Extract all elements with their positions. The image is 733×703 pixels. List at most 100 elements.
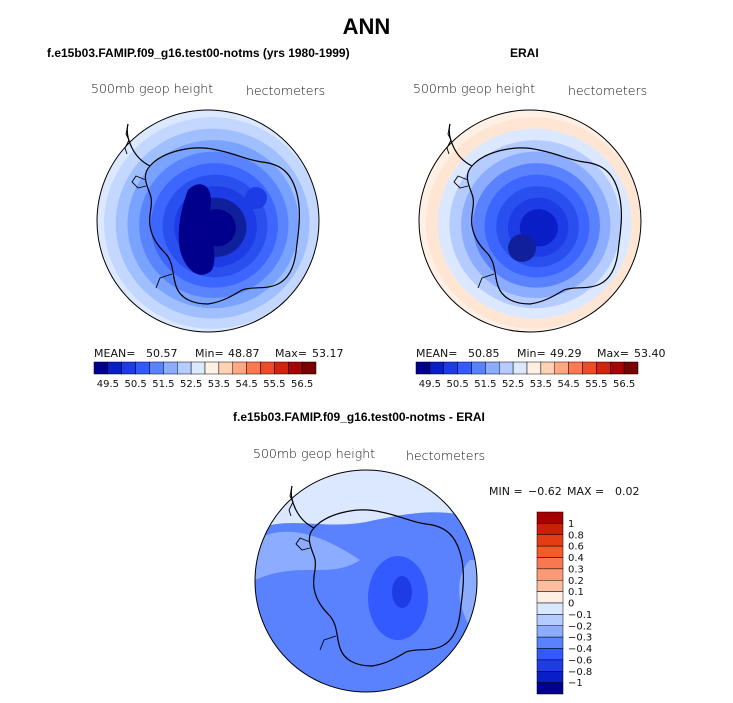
left-colorbar-swatch [135,361,150,375]
diff-colorbar-swatch [536,648,564,661]
right-colorbar-tick-label: 56.5 [613,379,635,390]
right-colorbar-swatch [540,361,555,375]
right-min-value: 49.29 [550,347,582,360]
left-colorbar: 49.5 50.5 51.5 52.5 53.5 54.5 55.5 56.5 [93,361,317,390]
left-mean-value: 50.57 [146,347,178,360]
diff-colorbar-swatch [536,511,564,524]
left-mean-label: MEAN= [94,347,136,360]
right-colorbar-tick-label: 52.5 [502,379,524,390]
left-colorbar-swatch [246,361,261,375]
right-mean-value: 50.85 [468,347,500,360]
diff-colorbar-tick-label: −1 [568,678,583,689]
right-colorbar-swatch [443,361,458,375]
diff-colorbar-tick-label: −0.2 [568,621,592,632]
left-colorbar-swatch [301,361,317,375]
diff-max-value: 0.02 [615,485,640,498]
left-colorbar-swatch [288,361,303,375]
left-max-value: 53.17 [312,347,344,360]
diff-colorbar-tick-label: 1 [568,519,574,530]
right-colorbar-swatch [596,361,611,375]
left-colorbar-tick-label: 56.5 [291,379,313,390]
right-max-value: 53.40 [634,347,666,360]
left-colorbar-swatch [149,361,164,375]
right-max-label: Max= [597,347,629,360]
left-colorbar-tick-label: 52.5 [180,379,202,390]
right-colorbar-swatch [485,361,500,375]
diff-colorbar-swatch [536,602,564,615]
diff-colorbar-tick-label: 0.8 [568,530,584,541]
diff-map-base [255,470,477,692]
right-colorbar-swatch [415,361,431,375]
left-panel-title: f.e15b03.FAMIP.f09_g16.test00-notms (yrs… [47,46,350,60]
left-colorbar-swatch [260,361,275,375]
diff-colorbar-swatch [536,568,564,581]
diff-colorbar-swatch [536,636,564,649]
left-colorbar-swatch [218,361,233,375]
diff-map-outer-region [255,531,360,580]
diff-colorbar-tick-label: −0.3 [568,633,592,644]
left-colorbar-swatch [177,361,192,375]
diff-colorbar-swatch [536,591,564,604]
diff-colorbar-swatch [536,523,564,535]
right-map-boundary [418,109,642,333]
diff-min-label: MIN = [489,485,523,498]
left-colorbar-tick-label: 50.5 [124,379,146,390]
diff-colorbar-tick-label: −0.8 [568,667,592,678]
left-colorbar-swatch [93,361,109,375]
right-colorbar: 49.5 50.5 51.5 52.5 53.5 54.5 55.5 56.5 [415,361,639,390]
right-units-label: hectometers [568,83,648,98]
right-map-low-center [508,234,536,262]
left-colorbar-tick-label: 51.5 [152,379,174,390]
right-colorbar-swatch [471,361,486,375]
diff-colorbar-swatch [536,534,564,547]
figure-title: ANN [342,14,391,39]
left-field-label: 500mb geop height [91,81,214,96]
left-colorbar-swatch [121,361,136,375]
left-colorbar-swatch [107,361,122,375]
left-map [97,110,319,332]
left-max-label: Max= [275,347,307,360]
left-units-label: hectometers [246,83,326,98]
diff-colorbar-tick-label: 0.3 [568,564,584,575]
right-field-label: 500mb geop height [413,81,536,96]
right-colorbar-swatch [582,361,597,375]
diff-colorbar-tick-label: 0.4 [568,553,584,564]
diff-colorbar-swatch [536,659,564,672]
diff-colorbar-tick-label: 0.6 [568,542,584,553]
diff-min-value: −0.62 [528,485,562,498]
left-map-boundary [96,109,320,333]
diff-colorbar-swatch [536,614,564,626]
diff-map-boundary [254,469,478,693]
diff-colorbar-swatch [536,671,564,683]
right-colorbar-swatch [610,361,625,375]
left-colorbar-swatch [163,361,178,375]
right-colorbar-tick-label: 51.5 [474,379,496,390]
left-colorbar-swatch [190,361,206,375]
diff-colorbar-swatch [536,545,564,558]
diff-max-label: MAX = [567,485,605,498]
diff-colorbar-tick-label: −0.6 [568,655,592,666]
right-colorbar-swatch [568,361,583,375]
right-map [419,110,641,332]
diff-map-core [392,576,412,608]
diff-colorbar-swatch [536,557,564,570]
right-colorbar-swatch [623,361,639,375]
right-colorbar-tick-label: 49.5 [419,379,441,390]
right-colorbar-swatch [554,361,569,375]
diff-colorbar-tick-label: −0.4 [568,644,592,655]
diff-colorbar-swatch [536,580,564,592]
right-colorbar-swatch [512,361,528,375]
right-colorbar-swatch [499,361,514,375]
left-map-secondary-low [245,187,267,209]
left-min-label: Min= [195,347,224,360]
right-colorbar-tick-label: 50.5 [446,379,468,390]
left-colorbar-swatch [204,361,220,375]
right-colorbar-swatch [457,361,472,375]
left-min-value: 48.87 [228,347,260,360]
diff-colorbar-swatch [536,682,564,695]
right-colorbar-tick-label: 53.5 [530,379,552,390]
right-mean-label: MEAN= [416,347,458,360]
left-colorbar-swatch [232,361,247,375]
